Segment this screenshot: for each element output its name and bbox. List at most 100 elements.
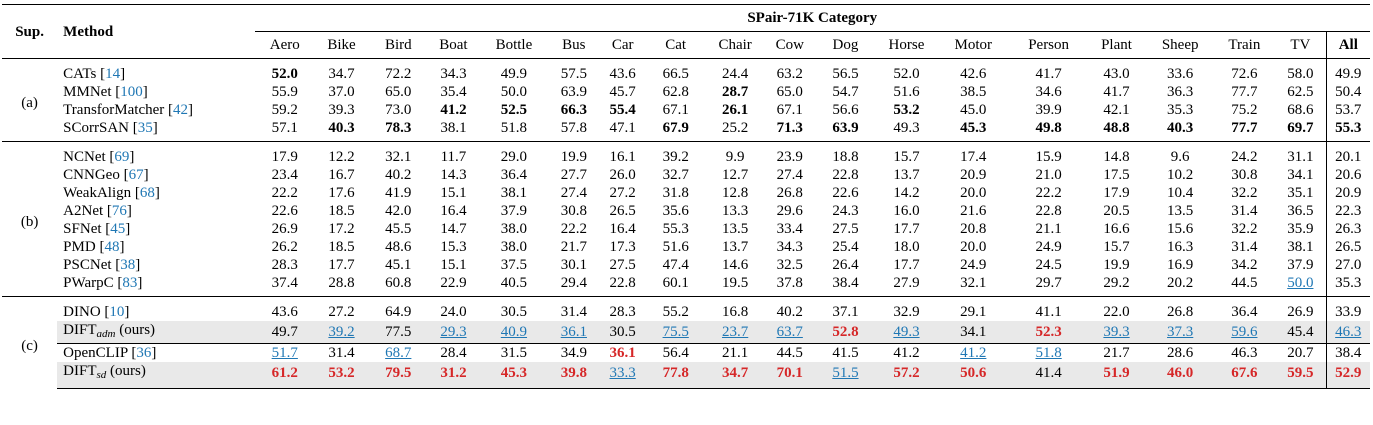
score-cell: 64.9 [368,296,429,321]
score-cell: 22.2 [271,185,298,201]
score-cell: 32.2 [1231,221,1258,237]
score-cell: 24.2 [1213,141,1276,166]
score-cell: 51.6 [893,84,920,100]
table-row: PSCNet [38] 28.3 17.7 45.1 15.1 37.5 30.1 27.5 4… [2,256,1370,274]
score-cell: 45.1 [385,257,412,273]
supervision-group-label: (a) [2,58,58,142]
citation-link[interactable]: 45 [110,221,126,237]
score-cell: 16.9 [1167,257,1194,273]
citation-link[interactable]: 69 [114,149,130,165]
score-cell: 23.9 [765,141,814,166]
score-cell: 50.0 [500,84,528,100]
score-cell: 18.5 [328,203,355,219]
score-cell: 57.1 [271,120,298,136]
score-cell: 28.4 [428,343,479,362]
score-cell: 32.9 [877,296,936,321]
score-cell: 15.1 [440,185,467,201]
citation-link[interactable]: 48 [104,239,120,255]
score-cell: 27.2 [315,296,369,321]
score-cell: 17.7 [893,221,920,237]
score-cell: 21.7 [560,239,587,255]
score-cell: 53.2 [893,102,920,118]
citation-link[interactable]: 42 [173,102,189,118]
score-cell: 17.7 [893,257,920,273]
score-cell-all: 55.3 [1325,119,1370,142]
score-cell: 38.1 [440,120,467,136]
category-header-car: Car [598,31,648,59]
score-cell: 20.2 [1167,275,1194,291]
score-cell: 35.9 [1287,221,1314,237]
citation-link[interactable]: 35 [137,120,153,136]
score-cell: 34.7 [704,362,766,389]
score-cell: 24.9 [960,257,987,273]
category-header-plant: Plant [1086,31,1147,59]
score-cell: 72.2 [368,58,429,83]
score-cell: 9.6 [1146,141,1214,166]
score-cell: 68.6 [1287,102,1314,118]
score-cell: 21.7 [1086,343,1147,362]
score-cell: 60.8 [385,275,412,291]
score-cell: 79.5 [368,362,429,389]
score-cell: 39.3 [328,102,355,118]
citation-link[interactable]: 76 [111,203,127,219]
category-header-aero: Aero [254,31,315,59]
score-cell-all: 26.3 [1325,220,1370,238]
score-cell: 52.5 [500,102,528,118]
score-cell: 51.5 [813,362,878,389]
citation-link[interactable]: 14 [105,66,121,82]
score-cell: 26.0 [609,167,636,183]
citation-link[interactable]: 100 [120,84,143,100]
citation-link[interactable]: 83 [122,275,138,291]
score-cell: 23.4 [271,167,298,183]
score-cell: 65.0 [776,84,803,100]
score-cell: 37.8 [776,275,803,291]
category-header-cow: Cow [765,31,814,59]
score-cell: 41.2 [440,102,467,118]
score-cell: 17.9 [1103,185,1130,201]
score-cell: 24.9 [1035,239,1062,255]
score-cell: 33.4 [776,221,803,237]
score-cell: 17.6 [328,185,355,201]
method-name: PWarpC [83] [63,275,143,291]
category-header-bus: Bus [549,31,599,59]
citation-link[interactable]: 67 [128,167,144,183]
score-cell: 56.4 [647,343,705,362]
score-cell: 22.9 [440,275,467,291]
score-cell: 16.0 [893,203,920,219]
score-cell: 77.8 [647,362,705,389]
score-cell: 17.7 [328,257,355,273]
score-cell: 27.4 [776,167,803,183]
method-name: MMNet [100] [63,84,148,100]
score-cell: 26.2 [271,239,298,255]
score-cell: 67.1 [662,102,689,118]
category-header-chair: Chair [704,31,766,59]
category-header-sheep: Sheep [1146,31,1214,59]
score-cell: 36.3 [1167,84,1194,100]
score-cell: 34.1 [1287,167,1314,183]
method-header: Method [57,4,255,59]
score-cell-all: 27.0 [1325,256,1370,274]
citation-link[interactable]: 68 [139,185,155,201]
score-cell: 27.5 [609,257,636,273]
score-cell-all: 20.9 [1325,184,1370,202]
score-cell-all: 49.9 [1325,58,1370,83]
score-cell: 31.4 [315,343,369,362]
citation-link[interactable]: 38 [120,257,136,273]
score-cell: 29.0 [478,141,550,166]
score-cell: 55.3 [662,221,689,237]
score-cell: 43.6 [254,296,315,321]
score-cell: 38.0 [500,239,528,255]
method-name: CATs [14] [57,58,255,83]
method-name: OpenCLIP [36] [57,343,255,362]
score-cell: 45.5 [385,221,412,237]
score-cell: 29.2 [1103,275,1130,291]
score-cell: 15.3 [440,239,467,255]
score-cell: 24.3 [832,203,859,219]
score-cell-all: 20.6 [1325,166,1370,184]
citation-link[interactable]: 36 [136,345,152,361]
citation-link[interactable]: 10 [109,304,125,320]
score-cell-all: 53.7 [1325,101,1370,119]
score-cell: 15.6 [1167,221,1194,237]
score-cell: 37.0 [328,84,355,100]
score-cell: 18.8 [813,141,878,166]
